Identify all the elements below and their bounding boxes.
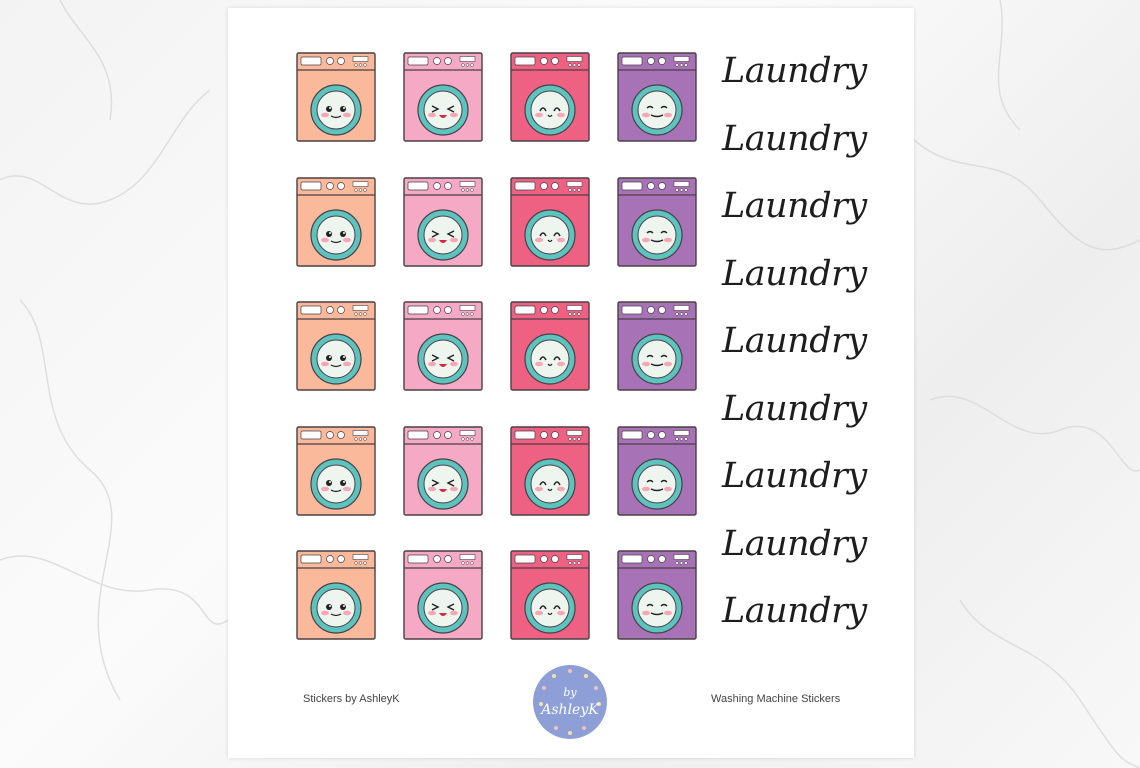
washing-machine-sticker: [403, 176, 483, 267]
washing-machine-sticker: [510, 176, 590, 267]
laundry-label-sticker: Laundry: [722, 253, 867, 294]
washing-machine-sticker: [617, 301, 697, 391]
sticker-sheet: Laundry Laundry Laundry Laundry Laundry Laund…: [228, 8, 914, 758]
washing-machine-sticker: [296, 425, 376, 516]
svg-text:by: by: [563, 686, 577, 699]
washing-machine-sticker: [617, 425, 697, 516]
washing-machine-sticker: [510, 52, 590, 142]
footer-brand-text: Stickers by AshleyK: [303, 693, 400, 705]
washing-machine-sticker: [296, 176, 376, 267]
washing-machine-sticker: [403, 52, 483, 142]
laundry-label-sticker: Laundry: [722, 321, 867, 361]
laundry-label-sticker: Laundry: [722, 51, 867, 91]
washing-machine-sticker: [296, 52, 376, 142]
washing-machine-sticker: [510, 550, 590, 640]
washing-machine-sticker: [296, 550, 376, 640]
heart-dots: [539, 669, 601, 735]
footer-title-text: Washing Machine Stickers: [711, 693, 841, 705]
laundry-label-sticker: Laundry: [722, 591, 867, 631]
laundry-label-sticker: Laundry: [722, 388, 867, 429]
laundry-label-sticker: Laundry: [722, 456, 867, 496]
washing-machine-sticker: [403, 425, 483, 516]
laundry-label-sticker: Laundry: [722, 523, 867, 564]
washing-machine-sticker: [617, 176, 697, 267]
ashleyk-logo: by AshleyK: [533, 665, 607, 739]
washing-machine-sticker: [617, 52, 697, 142]
washing-machine-sticker: [510, 301, 590, 391]
washing-machine-sticker: [617, 550, 697, 640]
svg-text:AshleyK: AshleyK: [539, 702, 600, 718]
laundry-label-sticker: Laundry: [722, 186, 867, 226]
washing-machine-sticker: [403, 550, 483, 640]
washing-machine-sticker: [403, 301, 483, 391]
laundry-label-sticker: Laundry: [722, 118, 867, 159]
washing-machine-sticker: [296, 301, 376, 391]
washing-machine-sticker: [510, 425, 590, 516]
